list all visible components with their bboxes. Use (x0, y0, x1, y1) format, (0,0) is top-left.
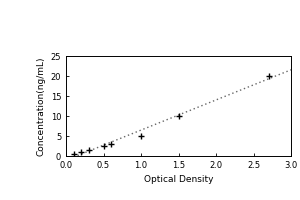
X-axis label: Optical Density: Optical Density (144, 175, 213, 184)
Y-axis label: Concentration(ng/mL): Concentration(ng/mL) (36, 56, 45, 156)
